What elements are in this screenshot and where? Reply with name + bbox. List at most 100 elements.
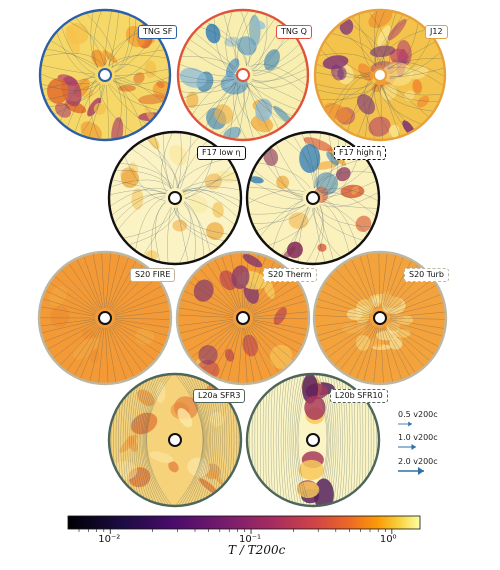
streamline <box>324 40 371 76</box>
map-panel-3 <box>313 8 447 142</box>
streamline <box>179 201 192 264</box>
map-panel-10 <box>245 372 381 508</box>
streamline <box>237 11 258 67</box>
streamline <box>105 84 110 140</box>
streamline <box>316 84 378 95</box>
streamline <box>338 374 343 506</box>
streamline <box>252 311 309 318</box>
streamline <box>183 374 205 506</box>
streamline <box>177 314 234 318</box>
streamline <box>175 207 231 235</box>
center-excision <box>98 311 112 325</box>
streamline <box>252 317 309 320</box>
streamline <box>111 49 165 68</box>
colorbar <box>67 515 421 530</box>
streamline <box>61 26 96 75</box>
streamline <box>387 58 443 69</box>
streamline <box>180 56 237 69</box>
streamline <box>203 374 215 506</box>
streamline <box>251 68 308 82</box>
streamline <box>177 140 208 189</box>
streamline <box>292 135 315 189</box>
streamline <box>368 10 390 69</box>
streamline <box>113 80 122 140</box>
streamline <box>80 84 105 136</box>
streamline <box>250 324 294 361</box>
streamline <box>161 132 173 193</box>
streamline <box>92 253 104 309</box>
streamline <box>293 374 302 506</box>
streamline <box>234 10 249 67</box>
streamline <box>389 320 444 337</box>
panel-border <box>175 250 311 386</box>
streamline <box>85 12 114 68</box>
streamline <box>176 158 228 189</box>
streamline <box>248 63 308 87</box>
streamline <box>387 278 434 313</box>
streamline <box>246 18 276 66</box>
streamline <box>54 275 98 312</box>
streamline <box>182 79 235 99</box>
streamline <box>252 14 268 72</box>
streamline <box>250 81 279 130</box>
streamline <box>107 253 121 309</box>
streamline <box>351 16 380 66</box>
streamline <box>383 256 404 309</box>
streamline <box>205 81 236 129</box>
panel-border <box>176 8 310 142</box>
streamline <box>80 327 102 380</box>
streamline <box>336 26 376 67</box>
streamline <box>250 277 296 313</box>
streamline <box>114 318 171 320</box>
streamline <box>199 268 237 311</box>
streamline <box>146 374 170 506</box>
streamline <box>229 253 242 309</box>
streamline <box>314 171 374 189</box>
streamline <box>114 310 171 318</box>
velocity-legend-label: 2.0 v200c <box>398 457 438 466</box>
streamline <box>184 200 204 258</box>
streamline <box>252 293 305 315</box>
streamline <box>46 322 97 350</box>
streamline <box>206 262 238 310</box>
streamline <box>104 10 112 66</box>
streamline <box>113 323 161 354</box>
colorbar-ticks <box>78 529 393 534</box>
streamline <box>312 374 328 506</box>
streamline <box>178 78 234 84</box>
streamline <box>109 326 135 378</box>
map-panel-2 <box>176 8 310 142</box>
panel-label-3: J12 <box>425 25 448 39</box>
streamline <box>178 320 234 334</box>
streamline <box>278 374 282 506</box>
map-panel-4 <box>107 130 243 266</box>
streamline <box>380 84 416 130</box>
streamline <box>269 148 304 200</box>
streamline <box>252 320 307 337</box>
streamline <box>114 78 127 137</box>
streamline <box>223 12 240 66</box>
streamline <box>115 169 172 189</box>
streamline <box>291 374 299 506</box>
streamline <box>344 20 386 67</box>
streamline <box>253 169 304 198</box>
streamline <box>49 282 97 313</box>
streamline <box>374 17 411 67</box>
streamline <box>320 188 379 202</box>
streamline <box>180 374 204 506</box>
streamline <box>42 52 104 66</box>
streamline <box>295 374 305 506</box>
streamline <box>322 198 358 248</box>
panel-label-2: TNG Q <box>276 25 312 39</box>
streamline <box>380 84 383 140</box>
panel-border <box>107 130 243 266</box>
streamline <box>314 319 371 327</box>
streamline <box>355 327 377 380</box>
streamline <box>373 327 380 384</box>
streamline <box>40 320 96 334</box>
streamline <box>146 374 173 506</box>
streamline <box>144 374 164 506</box>
streamline <box>41 76 96 91</box>
streamline <box>178 74 234 81</box>
streamline <box>245 253 260 309</box>
